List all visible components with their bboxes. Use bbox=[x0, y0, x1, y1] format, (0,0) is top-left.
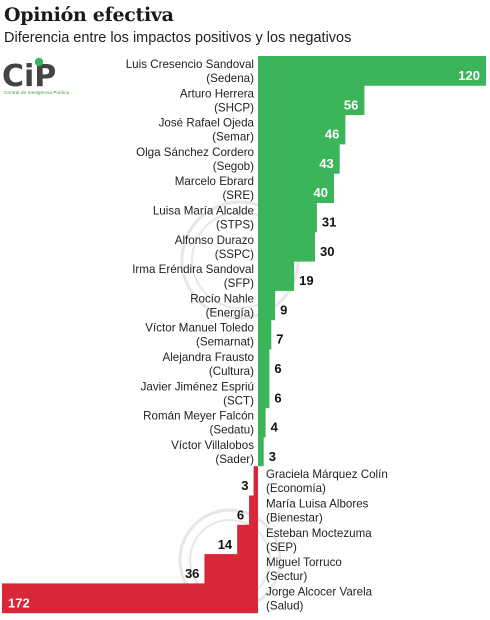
agency-label-5: (STPS) bbox=[216, 219, 254, 232]
cip-logo-tagline: Central de Inteligencia Política bbox=[4, 90, 70, 95]
bar-10 bbox=[258, 349, 270, 379]
bar-3 bbox=[258, 143, 340, 174]
cip-logo-text: CiP bbox=[2, 59, 56, 94]
agency-label-12: (Sedatu) bbox=[210, 424, 255, 437]
agency-label-0: (Sedena) bbox=[206, 72, 254, 85]
official-name-16: Esteban Moctezuma bbox=[266, 527, 372, 540]
official-name-13: Víctor Villalobos bbox=[171, 439, 254, 452]
value-label-13: 3 bbox=[269, 449, 276, 464]
value-label-8: 9 bbox=[280, 302, 287, 317]
bar-15 bbox=[249, 495, 258, 526]
official-name-12: Román Meyer Falcón bbox=[143, 410, 254, 423]
official-name-2: José Rafael Ojeda bbox=[159, 117, 255, 130]
official-name-6: Alfonso Durazo bbox=[175, 234, 254, 247]
value-label-5: 31 bbox=[322, 215, 336, 230]
agency-label-15: (Bienestar) bbox=[266, 512, 323, 525]
bar-18 bbox=[2, 583, 258, 614]
bar-17 bbox=[204, 554, 258, 584]
bar-4 bbox=[258, 173, 334, 203]
official-name-9: Víctor Manuel Toledo bbox=[145, 322, 254, 335]
agency-label-9: (Semarnat) bbox=[196, 336, 254, 349]
bar-6 bbox=[258, 231, 315, 262]
value-label-6: 30 bbox=[320, 244, 334, 259]
bar-7 bbox=[258, 261, 295, 291]
agency-label-17: (Sectur) bbox=[266, 570, 307, 583]
bar-5 bbox=[258, 202, 317, 233]
agency-label-7: (SFP) bbox=[224, 277, 254, 290]
agency-label-3: (Segob) bbox=[213, 160, 254, 173]
agency-label-4: (SRE) bbox=[222, 189, 254, 202]
bar-13 bbox=[258, 436, 264, 467]
value-label-10: 6 bbox=[274, 361, 281, 376]
value-label-9: 7 bbox=[276, 332, 283, 347]
official-name-14: Graciela Márquez Colín bbox=[266, 468, 388, 481]
value-label-11: 6 bbox=[274, 390, 281, 405]
official-name-10: Alejandra Frausto bbox=[162, 351, 254, 364]
bar-2 bbox=[258, 114, 346, 145]
official-name-11: Javier Jiménez Espriú bbox=[141, 380, 254, 393]
value-label-3: 43 bbox=[319, 156, 333, 171]
value-label-12: 4 bbox=[271, 420, 279, 435]
bar-14 bbox=[253, 466, 258, 496]
value-label-0: 120 bbox=[458, 68, 480, 83]
value-label-15: 6 bbox=[237, 508, 244, 523]
official-name-8: Rocío Nahle bbox=[190, 292, 254, 305]
value-label-1: 56 bbox=[344, 97, 358, 112]
chart-subtitle: Diferencia entre los impactos positivos … bbox=[4, 30, 352, 46]
value-label-14: 3 bbox=[241, 478, 248, 493]
cip-logo-mark: CiP bbox=[2, 57, 56, 94]
bars-group bbox=[2, 56, 486, 614]
value-label-7: 19 bbox=[299, 273, 313, 288]
official-name-15: María Luisa Albores bbox=[266, 498, 369, 511]
agency-label-1: (SHCP) bbox=[214, 101, 254, 114]
agency-label-8: (Energía) bbox=[206, 306, 254, 319]
agency-label-10: (Cultura) bbox=[209, 365, 254, 378]
logo-dot-icon bbox=[34, 57, 44, 67]
agency-label-16: (SEP) bbox=[266, 541, 297, 554]
bar-16 bbox=[237, 524, 258, 555]
agency-label-11: (SCT) bbox=[223, 394, 254, 407]
chart-title: Opinión efectiva bbox=[4, 4, 174, 26]
value-label-17: 36 bbox=[185, 566, 199, 581]
bar-8 bbox=[258, 290, 276, 321]
labels-group: Luis Cresencio Sandoval(Sedena) Arturo He… bbox=[126, 58, 388, 612]
agency-label-14: (Economía) bbox=[266, 482, 326, 495]
value-label-16: 14 bbox=[218, 537, 233, 552]
value-label-18: 172 bbox=[8, 595, 30, 610]
official-name-3: Olga Sánchez Cordero bbox=[136, 146, 254, 159]
agency-label-13: (Sader) bbox=[215, 453, 254, 466]
bar-0 bbox=[258, 56, 486, 86]
official-name-0: Luis Cresencio Sandoval bbox=[126, 58, 254, 71]
value-label-4: 40 bbox=[314, 185, 328, 200]
official-name-17: Miguel Torruco bbox=[266, 556, 342, 569]
official-name-18: Jorge Alcocer Varela bbox=[266, 585, 373, 598]
official-name-4: Marcelo Ebrard bbox=[175, 175, 254, 188]
value-label-2: 46 bbox=[325, 127, 339, 142]
official-name-7: Irma Eréndira Sandoval bbox=[132, 263, 254, 276]
bar-1 bbox=[258, 85, 365, 116]
official-name-1: Arturo Herrera bbox=[180, 87, 255, 100]
agency-label-2: (Semar) bbox=[212, 131, 254, 144]
agency-label-6: (SSPC) bbox=[215, 248, 254, 261]
bar-12 bbox=[258, 407, 266, 438]
agency-label-18: (Salud) bbox=[266, 599, 304, 612]
official-name-5: Luisa María Alcalde bbox=[153, 205, 254, 218]
bar-11 bbox=[258, 378, 270, 409]
bar-9 bbox=[258, 319, 272, 350]
